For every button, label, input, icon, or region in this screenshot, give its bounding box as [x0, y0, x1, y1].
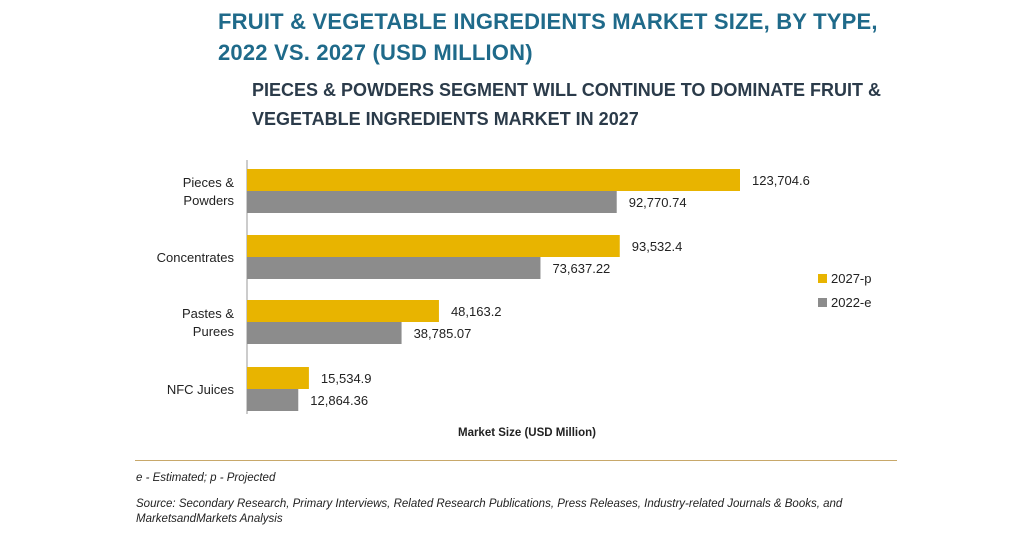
bar-2027-p-0 [247, 169, 740, 191]
bar-2027-p-1 [247, 235, 620, 257]
chart-title: FRUIT & VEGETABLE INGREDIENTS MARKET SIZ… [218, 9, 878, 65]
chart-subtitle: PIECES & POWDERS SEGMENT WILL CONTINUE T… [252, 80, 882, 129]
category-label: NFC Juices [167, 382, 235, 397]
category-label: Concentrates [157, 250, 235, 265]
bar-2027-p-3 [247, 367, 309, 389]
data-label: 15,534.9 [321, 371, 372, 386]
footer-divider [135, 460, 897, 461]
data-label: 38,785.07 [414, 326, 472, 341]
source-note: Source: Secondary Research, Primary Inte… [136, 498, 843, 525]
legend-label: 2027-p [831, 271, 871, 286]
bar-2022-e-2 [247, 322, 402, 344]
bar-2022-e-0 [247, 191, 617, 213]
bar-2022-e-3 [247, 389, 299, 411]
data-label: 123,704.6 [752, 173, 810, 188]
data-label: 92,770.74 [629, 195, 687, 210]
legend-label: 2022-e [831, 295, 871, 310]
bar-2022-e-1 [247, 257, 541, 279]
data-label: 12,864.36 [310, 393, 368, 408]
legend-swatch-2022-e [818, 298, 827, 307]
bar-2027-p-2 [247, 300, 439, 322]
x-axis-label: Market Size (USD Million) [458, 427, 596, 439]
data-label: 73,637.22 [552, 261, 610, 276]
category-label: Pieces & Powders [183, 175, 235, 208]
category-label: Pastes & Purees [182, 306, 235, 339]
data-label: 93,532.4 [632, 239, 683, 254]
estimate-note: e - Estimated; p - Projected [136, 472, 276, 484]
data-label: 48,163.2 [451, 304, 502, 319]
legend-swatch-2027-p [818, 274, 827, 283]
